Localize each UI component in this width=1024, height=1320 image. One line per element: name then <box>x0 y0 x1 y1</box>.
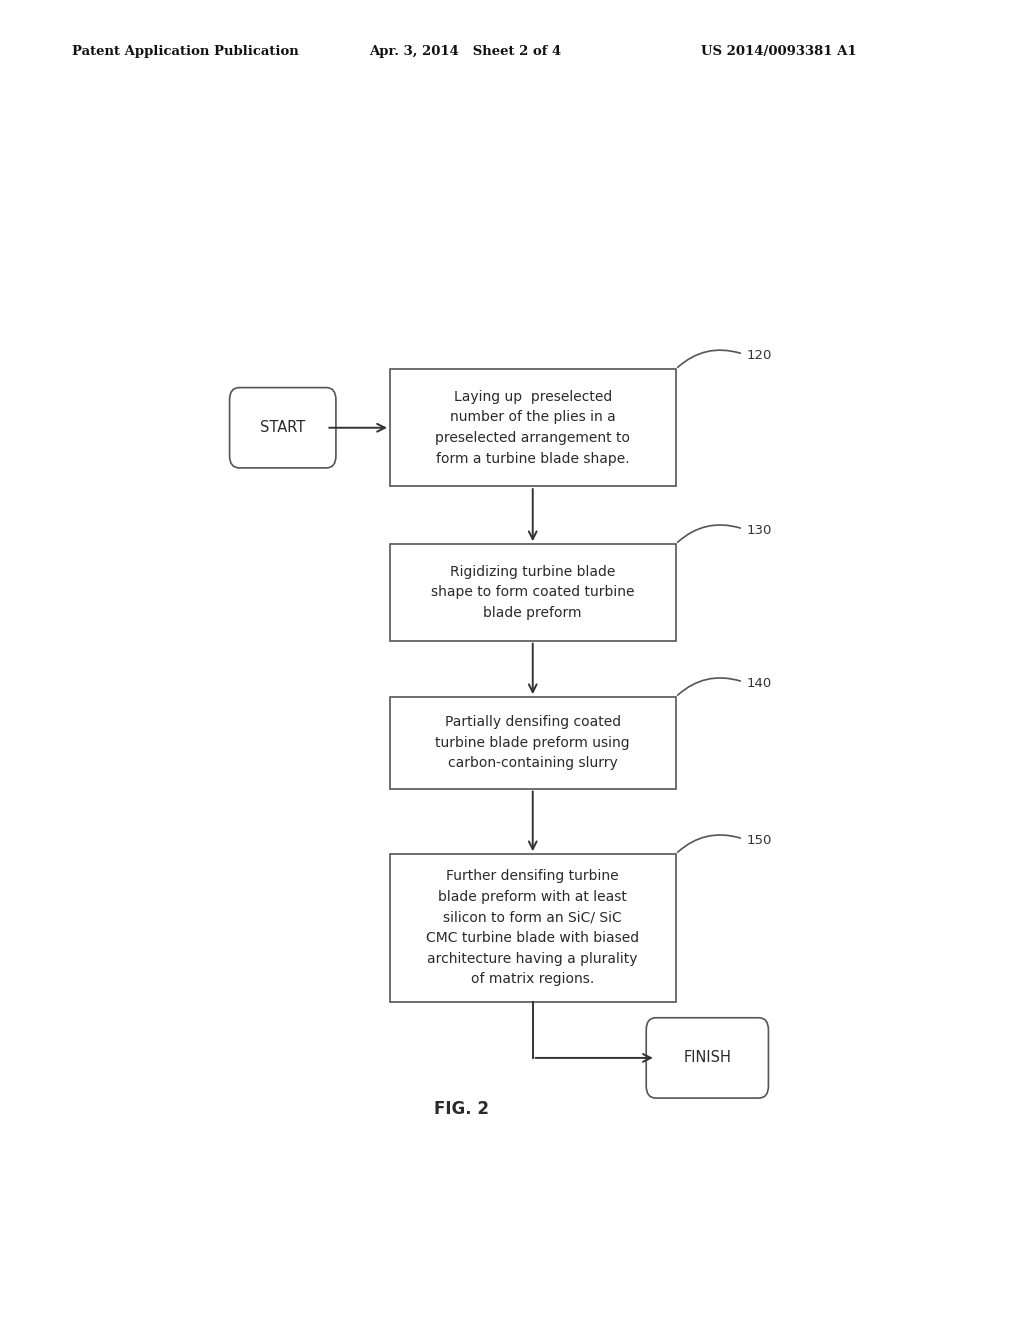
Text: FINISH: FINISH <box>683 1051 731 1065</box>
Text: Rigidizing turbine blade
shape to form coated turbine
blade preform: Rigidizing turbine blade shape to form c… <box>431 565 635 620</box>
FancyBboxPatch shape <box>390 697 676 788</box>
FancyBboxPatch shape <box>229 388 336 467</box>
FancyBboxPatch shape <box>390 370 676 486</box>
Text: US 2014/0093381 A1: US 2014/0093381 A1 <box>701 45 857 58</box>
Text: 140: 140 <box>746 677 772 690</box>
FancyBboxPatch shape <box>646 1018 768 1098</box>
Text: Further densifing turbine
blade preform with at least
silicon to form an SiC/ Si: Further densifing turbine blade preform … <box>426 870 639 986</box>
FancyBboxPatch shape <box>390 854 676 1002</box>
Text: Patent Application Publication: Patent Application Publication <box>72 45 298 58</box>
Text: 130: 130 <box>746 524 772 537</box>
Text: Partially densifing coated
turbine blade preform using
carbon-containing slurry: Partially densifing coated turbine blade… <box>435 715 630 771</box>
Text: 150: 150 <box>746 834 772 847</box>
FancyBboxPatch shape <box>390 544 676 640</box>
Text: 120: 120 <box>746 348 772 362</box>
Text: Laying up  preselected
number of the plies in a
preselected arrangement to
form : Laying up preselected number of the plie… <box>435 389 630 466</box>
Text: START: START <box>260 420 305 436</box>
Text: Apr. 3, 2014   Sheet 2 of 4: Apr. 3, 2014 Sheet 2 of 4 <box>369 45 561 58</box>
Text: FIG. 2: FIG. 2 <box>434 1100 488 1118</box>
